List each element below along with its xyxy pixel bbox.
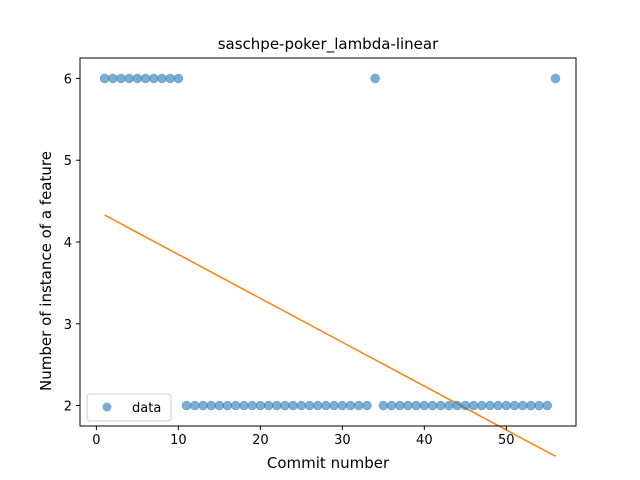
x-tick-label: 20 bbox=[252, 433, 269, 448]
data-point bbox=[468, 400, 479, 411]
x-axis-label: Commit number bbox=[267, 454, 390, 472]
data-point bbox=[542, 400, 553, 411]
plot-area: 0 10 20 30 40 50 2 3 4 5 6 bbox=[64, 57, 577, 457]
fit-line-layer bbox=[104, 214, 556, 457]
y-axis-label: Number of instance of a feature bbox=[37, 151, 55, 391]
y-axis-ticks: 2 3 4 5 6 bbox=[64, 72, 80, 415]
data-point bbox=[329, 400, 339, 411]
data-point bbox=[509, 400, 520, 411]
y-tick-label: 6 bbox=[64, 72, 72, 87]
data-point bbox=[337, 400, 348, 411]
data-point bbox=[263, 400, 274, 411]
data-point bbox=[190, 400, 200, 411]
data-point bbox=[353, 400, 364, 411]
data-point bbox=[198, 400, 208, 411]
data-point bbox=[476, 400, 487, 411]
data-point bbox=[411, 400, 421, 411]
data-points bbox=[99, 73, 561, 411]
data-point bbox=[272, 400, 282, 411]
legend-entry-data: data bbox=[132, 401, 161, 416]
data-point bbox=[173, 73, 184, 84]
data-point bbox=[362, 400, 372, 411]
data-point bbox=[526, 400, 536, 411]
data-point bbox=[501, 400, 512, 411]
data-point bbox=[403, 400, 413, 411]
data-point bbox=[517, 400, 528, 411]
data-point bbox=[444, 400, 454, 411]
data-point bbox=[435, 400, 446, 411]
data-point bbox=[550, 73, 561, 84]
x-axis-ticks: 0 10 20 30 40 50 bbox=[92, 426, 515, 448]
data-point bbox=[149, 73, 159, 84]
data-point bbox=[460, 400, 471, 411]
y-tick-label: 2 bbox=[64, 400, 72, 415]
data-point bbox=[214, 400, 225, 411]
data-point bbox=[427, 400, 438, 411]
data-point bbox=[157, 73, 167, 84]
data-point bbox=[239, 400, 249, 411]
data-point bbox=[296, 400, 307, 411]
data-point bbox=[386, 400, 397, 411]
data-point bbox=[378, 400, 389, 411]
chart-title: saschpe-poker_lambda-linear bbox=[218, 35, 439, 54]
data-point bbox=[304, 400, 315, 411]
data-point bbox=[394, 400, 405, 411]
data-point bbox=[99, 73, 110, 84]
y-tick-label: 4 bbox=[64, 236, 72, 251]
data-point bbox=[116, 73, 126, 84]
legend: data bbox=[86, 393, 172, 422]
x-tick-label: 40 bbox=[416, 433, 433, 448]
data-point bbox=[419, 400, 430, 411]
legend-marker bbox=[102, 402, 112, 412]
data-point bbox=[222, 400, 233, 411]
data-point bbox=[140, 73, 151, 84]
data-point bbox=[124, 73, 134, 84]
data-point bbox=[493, 400, 503, 411]
data-point bbox=[132, 73, 143, 84]
y-tick-label: 5 bbox=[64, 154, 72, 169]
data-point bbox=[165, 73, 175, 84]
fit-line bbox=[104, 214, 556, 457]
x-tick-label: 0 bbox=[92, 433, 100, 448]
x-tick-label: 10 bbox=[170, 433, 187, 448]
data-point bbox=[345, 400, 356, 411]
data-point bbox=[247, 400, 257, 411]
legend-box bbox=[86, 393, 172, 422]
data-point bbox=[485, 400, 495, 411]
x-tick-label: 50 bbox=[498, 433, 515, 448]
data-point bbox=[370, 73, 380, 84]
data-point bbox=[288, 400, 298, 411]
data-point bbox=[534, 400, 544, 411]
data-point bbox=[280, 400, 290, 411]
data-point bbox=[452, 400, 462, 411]
data-point bbox=[206, 400, 216, 411]
y-tick-label: 3 bbox=[64, 318, 72, 333]
data-point bbox=[255, 400, 266, 411]
data-point bbox=[181, 400, 192, 411]
x-tick-label: 30 bbox=[334, 433, 351, 448]
data-point bbox=[108, 73, 118, 84]
data-point bbox=[321, 400, 331, 411]
data-point bbox=[231, 400, 241, 411]
data-point bbox=[313, 400, 323, 411]
